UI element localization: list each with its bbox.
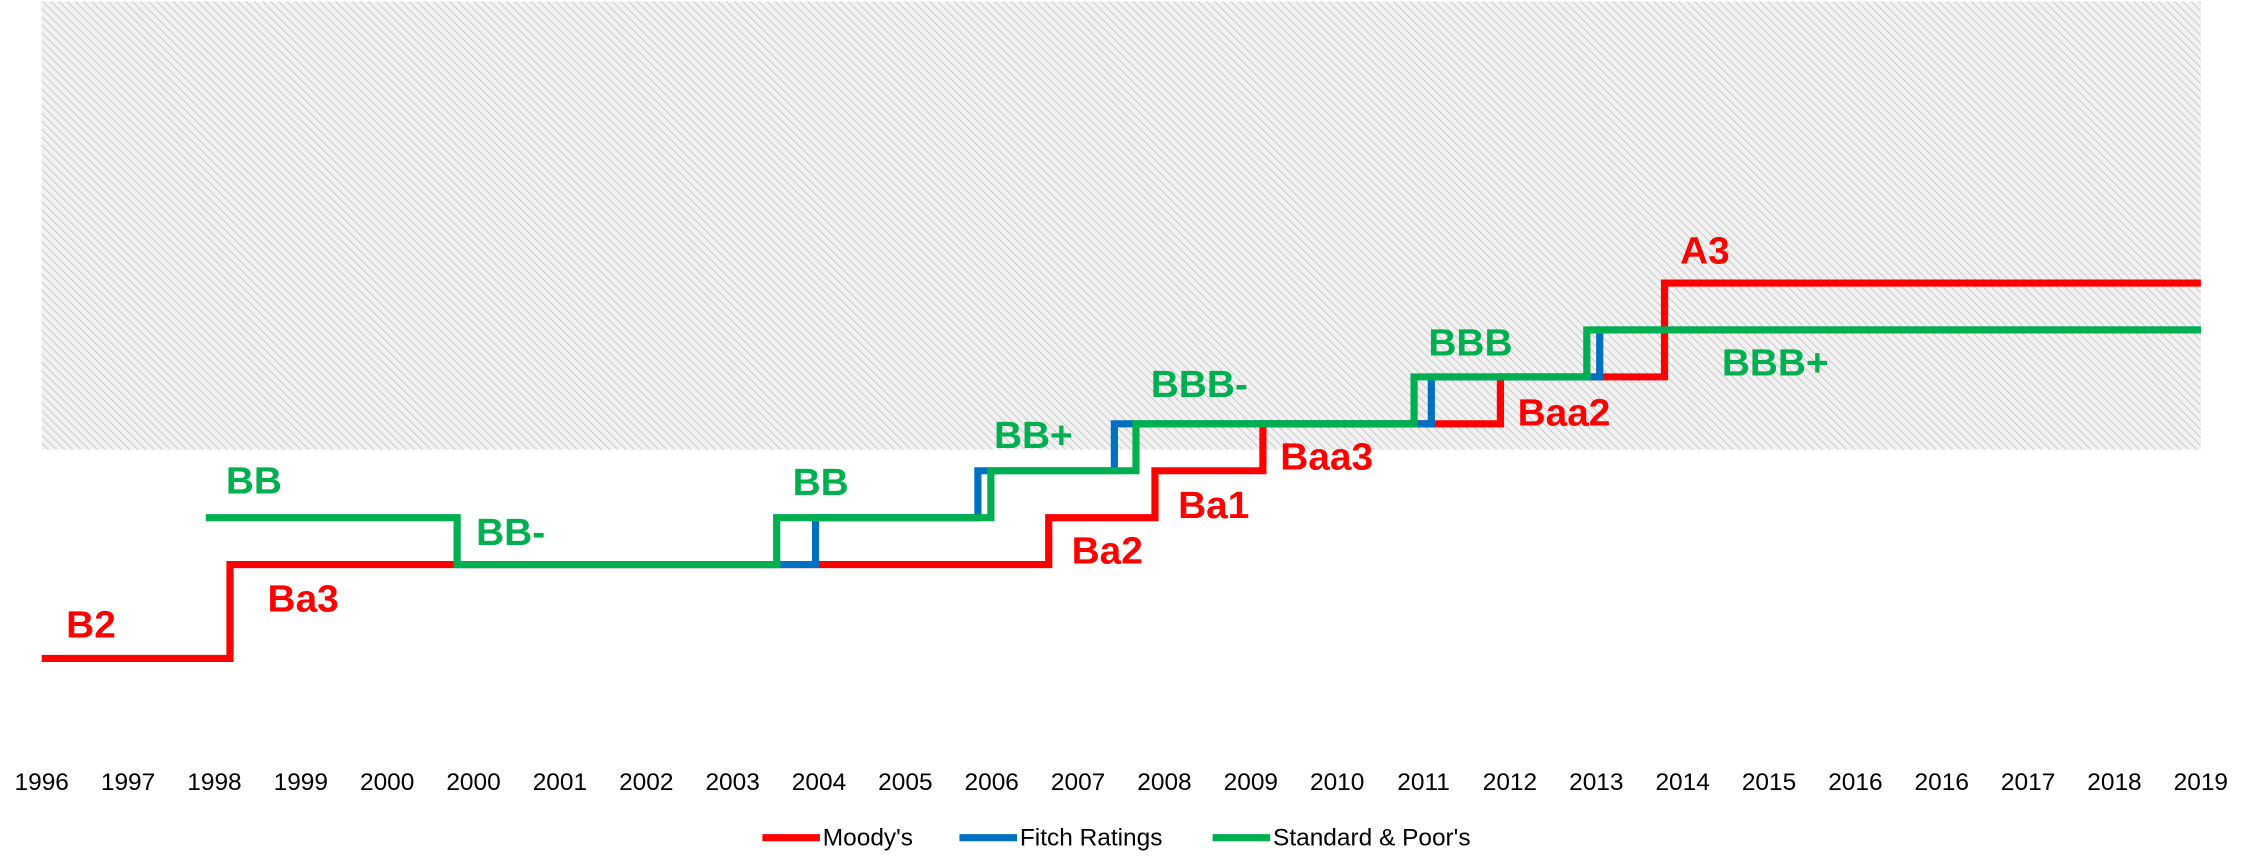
x-tick-label: 2001 (533, 769, 587, 796)
rating-line (41, 279, 2201, 663)
legend-label: Standard & Poor's (1273, 825, 1471, 852)
x-tick-label: 2003 (705, 769, 759, 796)
x-tick-label: 2016 (1915, 769, 1969, 796)
rating-line (457, 326, 2201, 569)
x-tick-label: 2007 (1051, 769, 1105, 796)
x-tick-label: 2017 (2001, 769, 2055, 796)
x-tick-label: 2006 (965, 769, 1019, 796)
x-tick-label: 2000 (446, 769, 500, 796)
rating-label: BB+ (994, 414, 1073, 457)
rating-label: Ba1 (1178, 484, 1249, 527)
rating-label: BBB- (1151, 363, 1248, 406)
rating-label: BB- (476, 511, 545, 554)
x-tick-label: 2010 (1310, 769, 1364, 796)
x-tick-label: 2008 (1137, 769, 1191, 796)
rating-label: BB (793, 461, 849, 504)
x-tick-label: 1997 (101, 769, 155, 796)
rating-line (205, 326, 2201, 569)
x-tick-label: 2000 (360, 769, 414, 796)
hatched-band (41, 1, 2201, 450)
lines-layer (41, 279, 2201, 663)
rating-label: Baa3 (1280, 436, 1373, 479)
x-tick-label: 2004 (792, 769, 846, 796)
x-tick-label: 2016 (1828, 769, 1882, 796)
rating-label: Ba3 (268, 578, 339, 621)
rating-label: Baa2 (1518, 392, 1611, 435)
x-tick-label: 2009 (1224, 769, 1278, 796)
x-tick-label: 1999 (274, 769, 328, 796)
rating-label: BB (226, 460, 282, 503)
labels-layer: 1996 1997 1998 1999 2000 2000 2001 2002 2003 2004… (15, 229, 2228, 852)
x-tick-label: 2002 (619, 769, 673, 796)
x-tick-label: 2011 (1397, 769, 1450, 796)
band-layer (41, 1, 2201, 450)
rating-label: BBB (1428, 322, 1512, 365)
x-tick-label: 1996 (15, 769, 69, 796)
x-tick-label: 2005 (878, 769, 932, 796)
x-tick-label: 1998 (187, 769, 241, 796)
rating-label: BBB+ (1722, 342, 1829, 385)
rating-label: A3 (1680, 229, 1730, 272)
rating-label: Ba2 (1072, 530, 1143, 573)
x-tick-label: 2014 (1655, 769, 1709, 796)
x-tick-label: 2019 (2174, 769, 2228, 796)
rating-label: B2 (66, 604, 116, 647)
x-tick-label: 2018 (2087, 769, 2141, 796)
x-tick-label: 2015 (1742, 769, 1796, 796)
x-tick-label: 2012 (1483, 769, 1537, 796)
x-tick-label: 2013 (1569, 769, 1623, 796)
legend-label: Moody's (823, 825, 913, 852)
legend-label: Fitch Ratings (1020, 825, 1163, 852)
